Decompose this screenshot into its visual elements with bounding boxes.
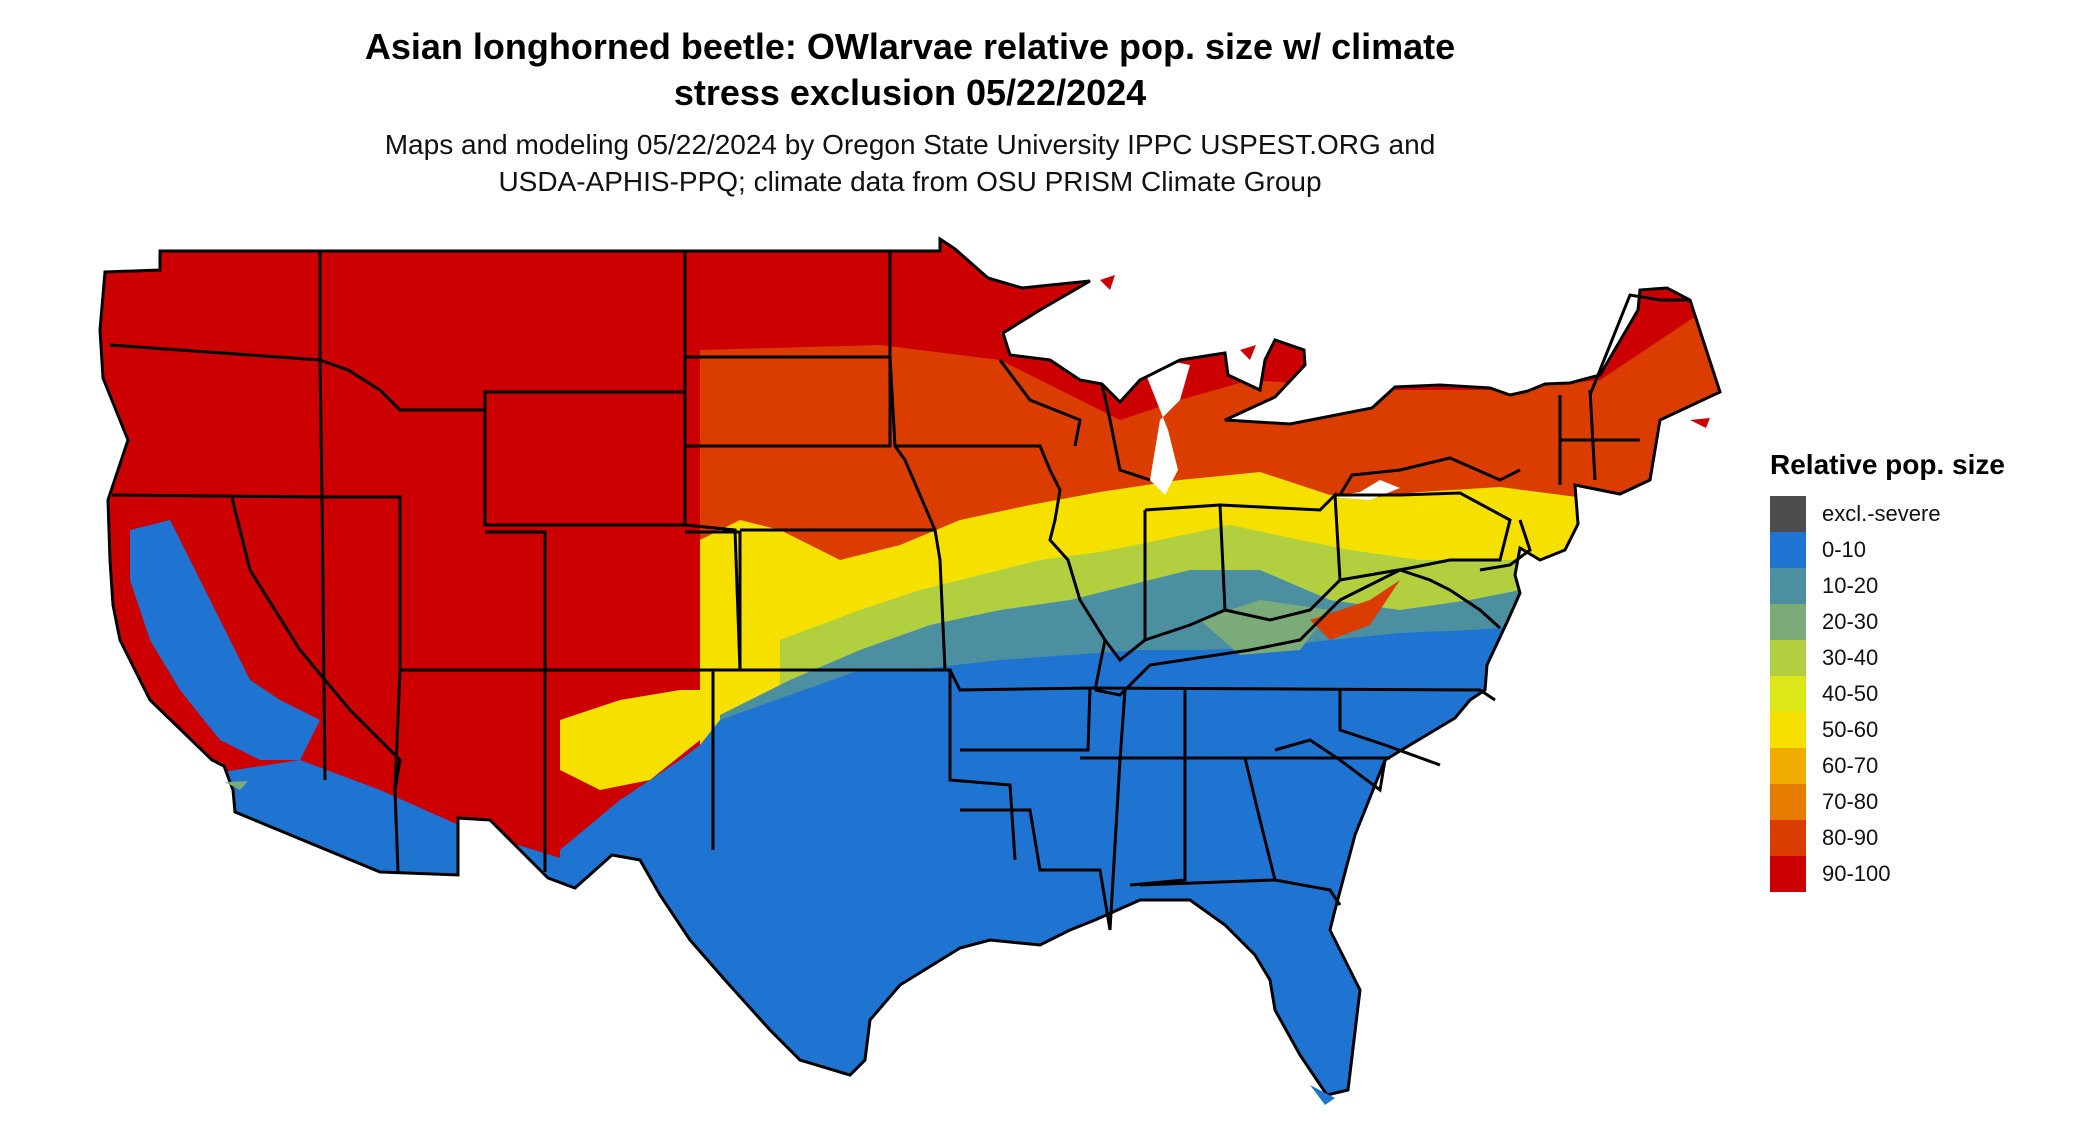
legend-swatch — [1770, 532, 1806, 568]
border-ky-va — [1094, 568, 1502, 697]
legend-item: 60-70 — [1770, 748, 2080, 784]
border-tn-nc-north — [1089, 686, 1496, 702]
legend-label: 60-70 — [1822, 753, 1879, 778]
legend-swatch — [1770, 856, 1806, 892]
legend-label: excl.-severe — [1822, 501, 1941, 526]
michigan-island — [1240, 345, 1256, 360]
isle-royale — [1100, 275, 1115, 290]
us-outline — [98, 236, 1722, 1097]
legend-item: 80-90 — [1770, 820, 2080, 856]
border-wi-mi — [1100, 383, 1151, 482]
border-co — [545, 530, 742, 672]
legend-label: 20-30 — [1822, 609, 1879, 634]
border-ia-mo — [895, 444, 1107, 691]
map-subtitle: Maps and modeling 05/22/2024 by Oregon S… — [300, 126, 1520, 200]
legend-label: 40-50 — [1822, 681, 1879, 706]
legend-item: 0-10 — [1770, 532, 2080, 568]
border-ca-nv — [230, 497, 402, 791]
map-title: Asian longhorned beetle: OWlarvae relati… — [300, 24, 1520, 116]
legend-label: 70-80 — [1822, 789, 1879, 814]
florida-keys — [1310, 1085, 1335, 1105]
legend-swatch — [1770, 712, 1806, 748]
border-az-west — [393, 669, 402, 873]
legend-label: 80-90 — [1822, 825, 1879, 850]
legend-label: 50-60 — [1822, 717, 1879, 742]
border-new-england — [1558, 389, 1640, 485]
border-pa — [1335, 491, 1512, 582]
legend-item: excl.-severe — [1770, 496, 2080, 532]
border-nc-sc — [1338, 690, 1441, 767]
map-title-line-2: stress exclusion 05/22/2024 — [673, 72, 1147, 113]
legend-swatch — [1770, 640, 1806, 676]
map-title-line-1: Asian longhorned beetle: OWlarvae relati… — [364, 26, 1456, 67]
legend-swatch — [1770, 820, 1806, 856]
band-appalachian-ridge — [1310, 580, 1400, 640]
band-0-10-california — [130, 520, 320, 760]
border-al-ga — [1139, 756, 1277, 887]
legend: Relative pop. size excl.-severe 0-10 10-… — [1770, 448, 2080, 892]
lake-superior — [1000, 312, 1130, 348]
map-subtitle-line-2: USDA-APHIS-PPQ; climate data from OSU PR… — [498, 166, 1322, 197]
legend-item: 40-50 — [1770, 676, 2080, 712]
border-nv-ut — [322, 495, 547, 672]
legend-label: 90-100 — [1822, 861, 1891, 886]
legend-item: 70-80 — [1770, 784, 2080, 820]
legend-item: 20-30 — [1770, 604, 2080, 640]
channel-islands — [225, 781, 248, 790]
border-ny-south — [1338, 456, 1521, 496]
border-ga-sc — [1274, 738, 1387, 793]
legend-swatch — [1770, 784, 1806, 820]
border-nj-de-md — [1479, 519, 1532, 572]
border-ms — [1108, 689, 1127, 931]
legend-item: 90-100 — [1770, 856, 2080, 892]
map-subtitle-line-1: Maps and modeling 05/22/2024 by Oregon S… — [384, 129, 1436, 160]
border-il-in — [1103, 510, 1147, 663]
lake-michigan — [1145, 360, 1190, 495]
state-borders — [98, 236, 1722, 1097]
legend-item: 30-40 — [1770, 640, 2080, 676]
nantucket — [1690, 418, 1710, 428]
legend-swatch — [1770, 568, 1806, 604]
legend-swatch — [1770, 604, 1806, 640]
border-la — [960, 808, 1112, 931]
heatmap-layer — [100, 239, 1720, 1095]
border-ga-fl — [1274, 878, 1342, 906]
legend-item: 10-20 — [1770, 568, 2080, 604]
border-sd — [685, 355, 892, 448]
band-highland-yellow — [560, 690, 720, 790]
legend-items: excl.-severe 0-10 10-20 20-30 30-40 40-5… — [1770, 496, 2080, 892]
legend-swatch — [1770, 748, 1806, 784]
legend-title: Relative pop. size — [1770, 449, 2005, 480]
legend-swatch — [1770, 496, 1806, 532]
legend-item: 50-60 — [1770, 712, 2080, 748]
legend-label: 30-40 — [1822, 645, 1879, 670]
legend-label: 0-10 — [1822, 537, 1867, 562]
border-wi-mn — [998, 359, 1082, 447]
legend-swatch — [1770, 676, 1806, 712]
border-mt-dakotas — [683, 251, 742, 671]
legend-label: 10-20 — [1822, 573, 1879, 598]
border-nh-me — [1588, 293, 1690, 396]
